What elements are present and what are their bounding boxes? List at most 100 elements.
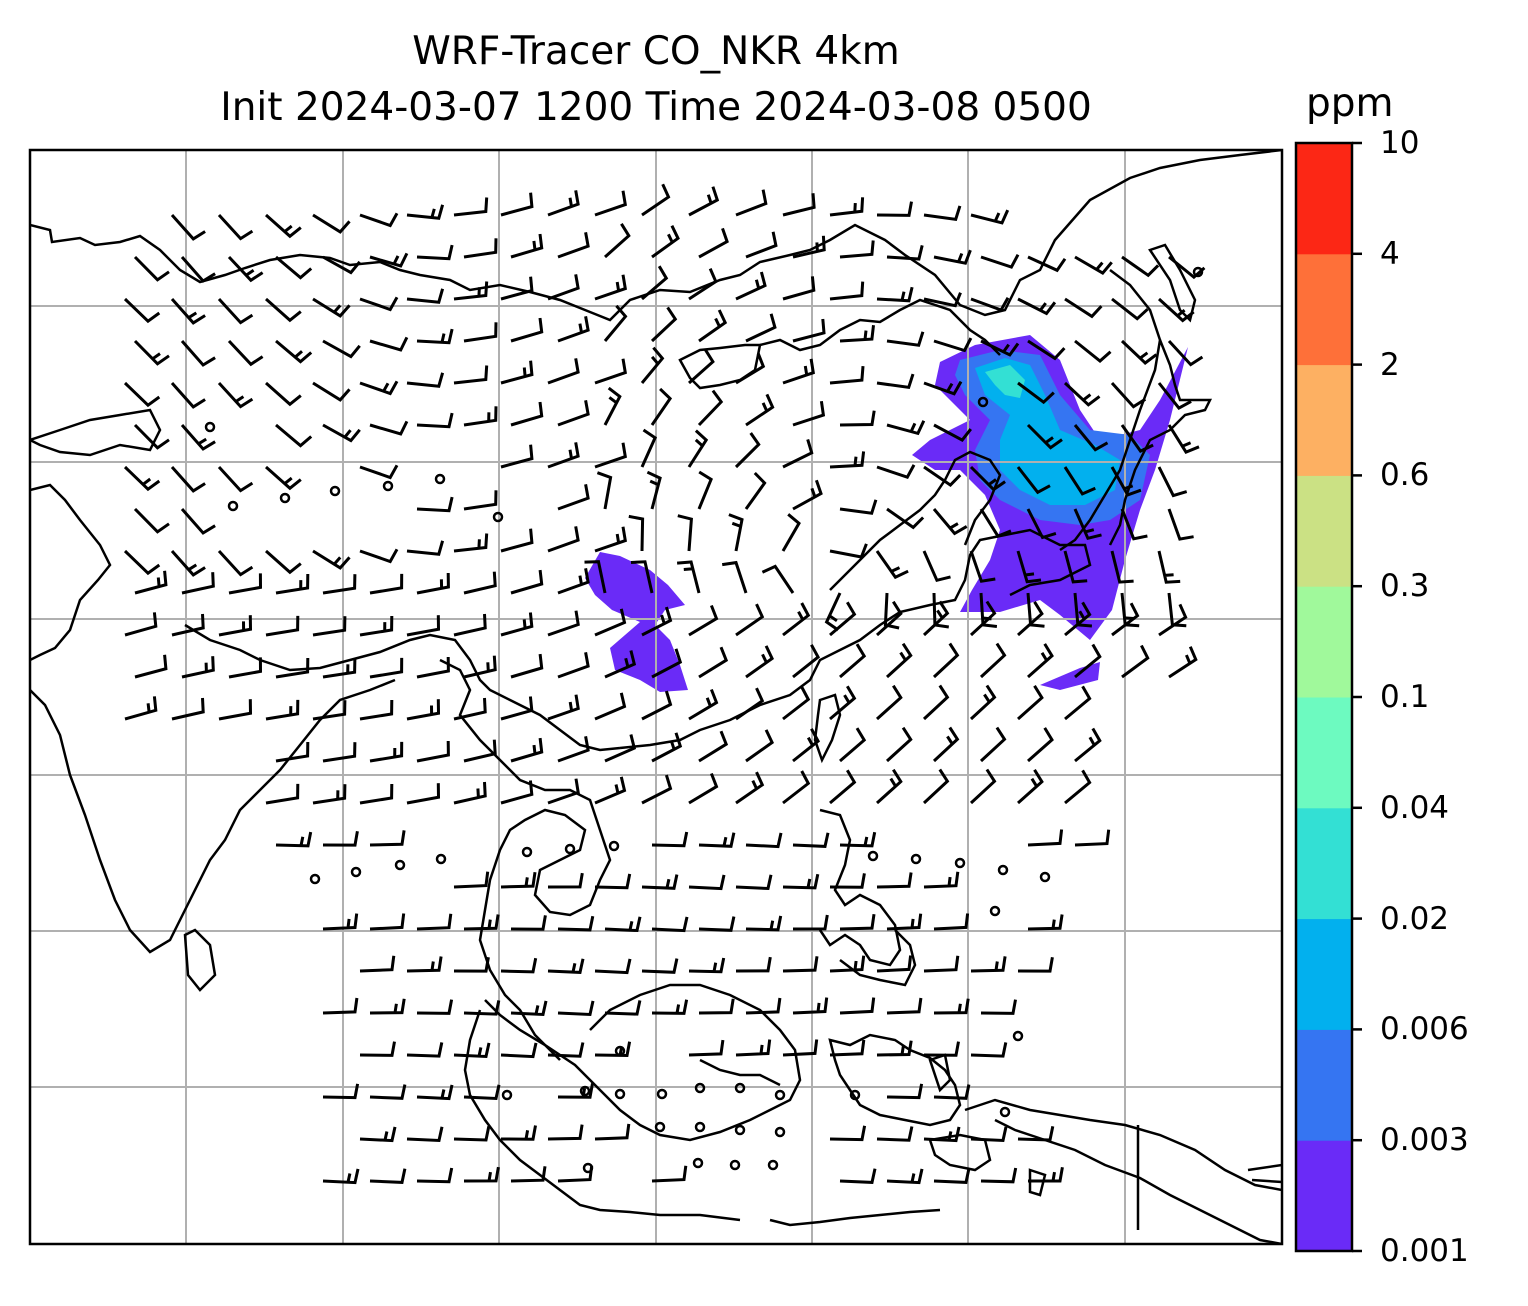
wind-barb xyxy=(312,213,351,234)
wind-barb xyxy=(1027,727,1054,763)
wind-barb xyxy=(453,365,489,385)
wind-barb xyxy=(970,1042,1008,1058)
wind-barb xyxy=(453,871,490,889)
wind-barb xyxy=(876,1126,914,1142)
wind-barb xyxy=(322,423,361,443)
wind-barb xyxy=(227,255,264,283)
wind-barb xyxy=(676,560,701,594)
wind-barb xyxy=(745,832,783,849)
wind-barb xyxy=(839,831,877,848)
wind-barb xyxy=(1111,297,1149,321)
wind-barb xyxy=(500,276,534,301)
wind-barb xyxy=(886,1168,924,1185)
wind-barb xyxy=(876,872,913,889)
wind-barb xyxy=(792,997,829,1015)
wind-barb xyxy=(510,569,544,595)
wind-barb xyxy=(829,451,866,469)
wind-barb xyxy=(782,686,811,721)
wind-barb xyxy=(463,1166,500,1183)
wind-barb xyxy=(369,998,406,1015)
wind-barb xyxy=(745,313,777,343)
colorbar-segment xyxy=(1296,475,1352,587)
wind-barb xyxy=(698,832,736,848)
wind-barb xyxy=(547,1124,584,1141)
wind-barb xyxy=(641,874,679,890)
wind-barb xyxy=(594,358,627,385)
colorbar-segment xyxy=(1296,697,1352,809)
colorbar-tick-label: 0.1 xyxy=(1380,679,1430,715)
wind-barb xyxy=(594,608,627,637)
wind-barb xyxy=(630,560,654,594)
wind-barb xyxy=(1027,829,1064,847)
map-title-line-1: WRF-Tracer CO_NKR 4km xyxy=(412,29,900,74)
wind-barb xyxy=(839,643,867,679)
wind-barb xyxy=(406,288,445,304)
wind-barb xyxy=(406,956,443,973)
wind-barb xyxy=(761,564,795,594)
calm-wind-circle xyxy=(521,846,533,858)
wind-barb xyxy=(180,508,216,535)
wind-barb xyxy=(876,955,913,973)
wind-barb xyxy=(1017,769,1044,805)
wind-barb xyxy=(876,286,914,303)
wind-barb xyxy=(640,346,665,384)
wind-barb xyxy=(265,297,302,323)
wind-barb xyxy=(969,550,996,583)
wind-barb xyxy=(171,613,205,637)
wind-barb xyxy=(594,442,627,469)
calm-wind-circle xyxy=(989,905,1001,917)
wind-barb xyxy=(123,465,161,492)
wind-barb xyxy=(923,1041,960,1057)
wind-barb xyxy=(1017,685,1044,721)
wind-barb xyxy=(369,741,404,763)
wind-barb xyxy=(510,317,544,343)
wind-barb xyxy=(1110,381,1147,409)
wind-barb xyxy=(922,600,950,637)
wind-barb xyxy=(923,205,962,221)
colorbar-tick-label: 0.6 xyxy=(1380,457,1430,494)
wind-barb xyxy=(923,871,960,889)
wind-barb xyxy=(979,726,1007,763)
calm-wind-circle xyxy=(382,480,394,492)
wind-barb xyxy=(603,304,628,342)
wind-barb xyxy=(829,1125,867,1142)
wind-barb xyxy=(792,728,821,763)
wind-barb xyxy=(734,432,761,469)
wind-barbs xyxy=(123,183,1206,1185)
wind-barb xyxy=(322,831,359,847)
wind-barb xyxy=(463,914,500,931)
wind-barb xyxy=(824,592,842,632)
wind-barb xyxy=(932,726,960,763)
wind-barb xyxy=(698,309,728,343)
wind-barb xyxy=(829,543,868,559)
wind-barb xyxy=(875,684,903,721)
wind-barb xyxy=(500,1042,538,1059)
wind-barb xyxy=(651,831,689,848)
wind-barb xyxy=(275,831,313,848)
wind-barb xyxy=(829,281,865,301)
wind-barb xyxy=(217,213,254,241)
calm-wind-circle xyxy=(654,1121,666,1133)
wind-barb xyxy=(406,615,441,637)
map-frame xyxy=(28,148,1284,1246)
wind-barb xyxy=(359,699,394,721)
wind-barb xyxy=(265,465,302,491)
wind-barb xyxy=(980,1167,1018,1184)
wind-barb xyxy=(970,1126,1008,1143)
tracer-plume-southwest xyxy=(585,552,688,692)
calm-wind-circle xyxy=(579,1085,591,1097)
wind-barb xyxy=(603,386,622,426)
wind-barb xyxy=(453,1042,491,1059)
wind-barb xyxy=(463,1084,501,1101)
wind-barb xyxy=(1017,1125,1055,1142)
wind-barb xyxy=(698,998,735,1015)
wind-barb xyxy=(745,231,778,259)
wind-barb xyxy=(886,331,925,347)
wind-barb xyxy=(1168,646,1198,679)
calm-wind-circle xyxy=(227,500,239,512)
wind-barb xyxy=(829,197,865,217)
wind-barb xyxy=(1157,297,1195,323)
wind-barb xyxy=(980,253,1020,269)
wind-barb xyxy=(133,339,170,366)
wind-barb xyxy=(688,349,715,385)
